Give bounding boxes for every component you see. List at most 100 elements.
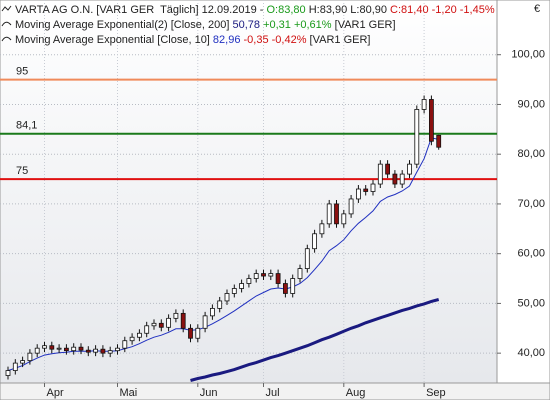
candle-body xyxy=(370,183,376,192)
candle-body xyxy=(231,288,237,294)
candle-body xyxy=(202,315,208,329)
legend-row: VARTA AG O.N. [VAR1 GER Täglich] 12.09.2… xyxy=(15,4,495,16)
y-tick-label: 50,00 xyxy=(517,297,545,309)
candle-body xyxy=(312,233,318,250)
candle-body xyxy=(64,347,69,352)
candle-body xyxy=(49,345,55,350)
x-tick-label: Aug xyxy=(346,387,366,399)
legend-part: Moving Average Exponential [Close, 10] xyxy=(15,34,213,46)
candle-body xyxy=(275,273,281,284)
legend-row: Moving Average Exponential [Close, 10] 8… xyxy=(15,34,370,46)
x-tick-label: Jun xyxy=(200,387,218,399)
candle-body xyxy=(377,163,383,185)
candle-body xyxy=(195,327,201,339)
candle-body xyxy=(20,360,26,364)
candle-body xyxy=(71,346,77,352)
y-tick-label: 80,00 xyxy=(517,148,545,160)
legend-part: 50,78 xyxy=(232,19,260,31)
legend-part: -0,35 -0,42% xyxy=(240,34,306,46)
legend-header: VARTA AG O.N. [VAR1 GER Täglich] 12.09.2… xyxy=(1,4,495,46)
candle-body xyxy=(93,348,98,353)
y-tick-label: 70,00 xyxy=(517,198,545,210)
currency-label: € xyxy=(534,3,540,15)
candle-body xyxy=(304,248,310,269)
legend-part: 82,96 xyxy=(213,34,241,46)
candle-body xyxy=(239,283,245,289)
y-tick-label: 100,00 xyxy=(511,49,545,61)
candle-body xyxy=(56,347,62,350)
candle-body xyxy=(85,349,91,353)
candle-body xyxy=(253,273,259,279)
legend-part: [VAR1 GER] xyxy=(332,19,396,31)
candle-body xyxy=(436,134,442,148)
candle-body xyxy=(385,163,391,175)
candle-body xyxy=(42,345,47,349)
candle-body xyxy=(341,213,347,225)
level-label: 95 xyxy=(16,65,28,77)
y-axis-panel xyxy=(496,0,550,384)
legend-part: O:83,80 xyxy=(267,4,306,16)
legend-icon xyxy=(1,5,12,12)
level-label: 75 xyxy=(16,165,28,177)
candle-body xyxy=(407,163,412,175)
plot-area xyxy=(0,0,498,384)
candle-body xyxy=(151,322,157,327)
candle-body xyxy=(107,350,113,354)
legend-part: [VAR1 GER] xyxy=(307,34,371,46)
candle-body xyxy=(12,362,18,371)
candle-body xyxy=(282,283,288,294)
candle-body xyxy=(129,336,135,342)
candle-body xyxy=(414,109,420,165)
candle-body xyxy=(115,347,120,352)
candle-body xyxy=(100,348,106,354)
candle-body xyxy=(290,278,296,294)
candle-body xyxy=(122,340,128,349)
candle-body xyxy=(173,312,179,319)
candle-body xyxy=(34,347,40,354)
x-tick-label: Sep xyxy=(426,387,446,399)
legend-part: H:83,90 L:80,90 xyxy=(306,4,390,16)
candle-body xyxy=(144,325,150,334)
candle-body xyxy=(421,99,427,110)
candle-body xyxy=(355,188,361,200)
candle-body xyxy=(217,300,223,309)
candle-body xyxy=(363,188,369,192)
candle-body xyxy=(5,370,11,376)
ema-line xyxy=(190,298,440,382)
candle-body xyxy=(209,307,215,317)
candle-body xyxy=(180,312,186,329)
candle-body xyxy=(78,346,84,351)
candle-body xyxy=(392,173,398,185)
legend-part: +0,31 +0,61% xyxy=(260,19,332,31)
candle-body xyxy=(158,322,164,328)
y-tick-label: 90,00 xyxy=(517,98,545,110)
candle-body xyxy=(261,273,266,277)
plot-layer xyxy=(0,0,497,383)
candle-body xyxy=(326,203,332,225)
candle-body xyxy=(334,203,339,225)
candle-body xyxy=(188,327,193,339)
legend-part: C:81,40 -1,20 -1,45% xyxy=(390,4,495,16)
candle-body xyxy=(246,278,252,284)
legend-part: Moving Average Exponential(2) [Close, 20… xyxy=(15,19,232,31)
candle-body xyxy=(297,268,303,279)
candle-body xyxy=(428,99,434,142)
candle-body xyxy=(136,332,142,338)
candle-body xyxy=(27,352,33,362)
y-tick-label: 40,00 xyxy=(517,347,545,359)
legend-row: Moving Average Exponential(2) [Close, 20… xyxy=(15,19,396,31)
candle-body xyxy=(166,317,172,328)
candle-body xyxy=(268,273,274,277)
legend-icon xyxy=(1,21,12,27)
legend-icon xyxy=(1,36,12,42)
x-tick-label: Mai xyxy=(120,387,138,399)
legend-part: VARTA AG O.N. [VAR1 GER Täglich] 12.09.2… xyxy=(15,4,267,16)
x-tick-label: Apr xyxy=(47,387,64,399)
candle-body xyxy=(224,293,230,302)
x-tick-label: Jul xyxy=(266,387,280,399)
ema-line xyxy=(7,137,439,372)
x-axis-panel xyxy=(0,382,550,400)
candle-body xyxy=(348,198,354,215)
level-label: 84,1 xyxy=(16,120,37,132)
